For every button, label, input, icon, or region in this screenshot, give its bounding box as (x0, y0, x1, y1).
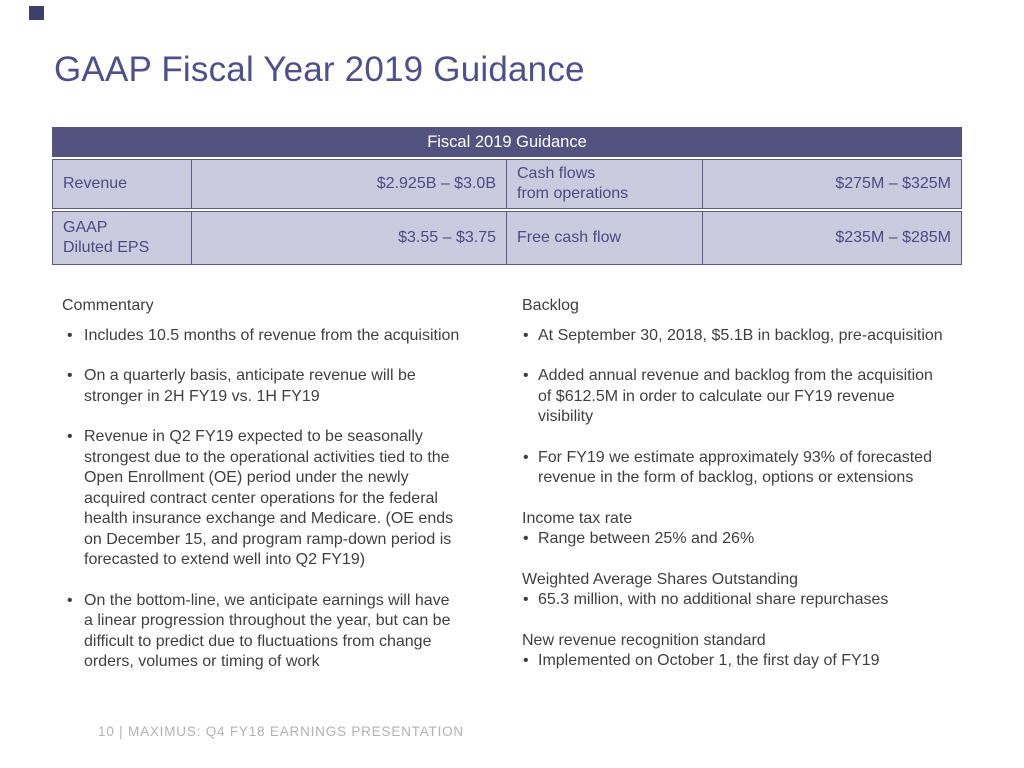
guidance-table: Fiscal 2019 Guidance Revenue $2.925B – $… (52, 127, 962, 265)
slide-footer: 10 | MAXIMUS: Q4 FY18 EARNINGS PRESENTAT… (98, 724, 464, 739)
table-cell-freecashflow-value: $235M – $285M (703, 211, 962, 265)
table-cell-eps-value: $3.55 – $3.75 (192, 211, 507, 265)
commentary-bullet: On a quarterly basis, anticipate revenue… (62, 366, 510, 407)
income-tax-heading: Income tax rate (522, 509, 633, 527)
corner-accent-square (29, 6, 44, 20)
table-cell-cashflows-label: Cash flows from operations (507, 159, 703, 209)
commentary-section: Commentary Includes 10.5 months of reven… (62, 296, 510, 693)
commentary-heading: Commentary (62, 297, 154, 314)
backlog-bullet: For FY19 we estimate approximately 93% o… (522, 448, 976, 489)
guidance-table-title: Fiscal 2019 Guidance (52, 127, 962, 157)
commentary-bullet: Includes 10.5 months of revenue from the… (62, 326, 510, 347)
income-tax-list: Range between 25% and 26% (522, 529, 976, 550)
table-cell-revenue-label: Revenue (52, 159, 192, 209)
shares-outstanding-list: 65.3 million, with no additional share r… (522, 590, 976, 611)
table-row-eps: GAAP Diluted EPS $3.55 – $3.75 Free cash… (52, 211, 962, 265)
shares-outstanding-bullet: 65.3 million, with no additional share r… (522, 590, 976, 611)
slide-title: GAAP Fiscal Year 2019 Guidance (54, 50, 585, 89)
backlog-bullet: Added annual revenue and backlog from th… (522, 366, 976, 428)
commentary-list: Includes 10.5 months of revenue from the… (62, 326, 510, 673)
table-row-revenue: Revenue $2.925B – $3.0B Cash flows from … (52, 159, 962, 209)
revenue-recognition-list: Implemented on October 1, the first day … (522, 651, 976, 672)
notes-column: Backlog At September 30, 2018, $5.1B in … (522, 296, 976, 692)
commentary-bullet: On the bottom-line, we anticipate earnin… (62, 591, 510, 673)
table-cell-freecashflow-label: Free cash flow (507, 211, 703, 265)
revenue-recognition-heading: New revenue recognition standard (522, 631, 766, 649)
income-tax-bullet: Range between 25% and 26% (522, 529, 976, 550)
shares-outstanding-heading: Weighted Average Shares Outstanding (522, 570, 799, 588)
backlog-list: At September 30, 2018, $5.1B in backlog,… (522, 326, 976, 489)
table-cell-revenue-value: $2.925B – $3.0B (192, 159, 507, 209)
commentary-bullet: Revenue in Q2 FY19 expected to be season… (62, 427, 510, 571)
revenue-recognition-bullet: Implemented on October 1, the first day … (522, 651, 976, 672)
backlog-heading: Backlog (522, 297, 579, 314)
table-cell-cashflows-value: $275M – $325M (703, 159, 962, 209)
backlog-bullet: At September 30, 2018, $5.1B in backlog,… (522, 326, 976, 347)
table-cell-eps-label: GAAP Diluted EPS (52, 211, 192, 265)
